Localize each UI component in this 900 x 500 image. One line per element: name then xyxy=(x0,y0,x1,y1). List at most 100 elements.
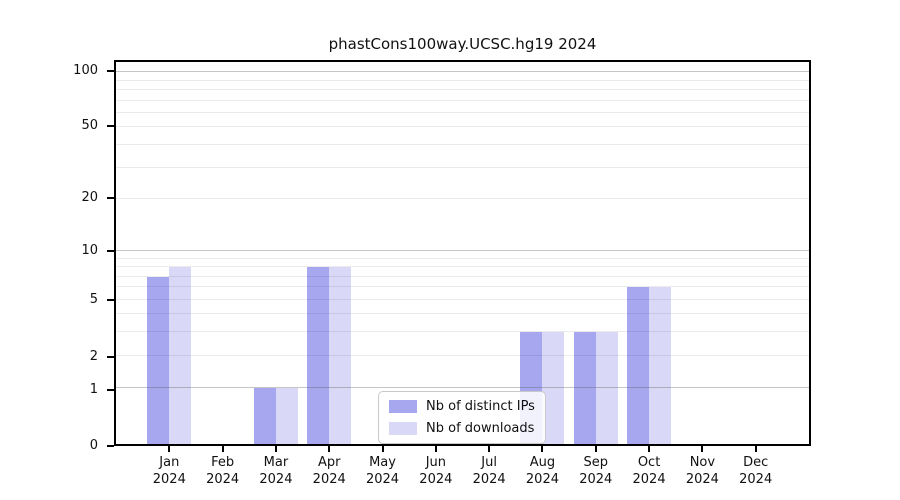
x-axis: Jan 2024 Feb 2024 Mar 2024 Apr 2024 May 2024 Jun 20… xyxy=(116,446,809,500)
x-tick-month-oct: Oct xyxy=(637,455,661,470)
x-tick-label-nov: Nov 2024 xyxy=(660,454,744,488)
x-tick-month-apr: Apr xyxy=(317,455,341,470)
y-tick-label-5: 5 xyxy=(89,292,98,308)
gridline-y-50 xyxy=(116,126,809,128)
x-tick-month-nov: Nov xyxy=(689,455,716,470)
gridline-y-1 xyxy=(116,387,809,389)
y-tick-mark-2 xyxy=(107,355,114,358)
x-tick-year-dec: 2024 xyxy=(739,472,773,487)
x-tick-mark-jan xyxy=(168,446,171,452)
x-tick-mark-jul xyxy=(488,446,491,452)
x-tick-mark-apr xyxy=(328,446,331,452)
x-tick-month-may: May xyxy=(369,455,396,470)
y-tick-label-100: 100 xyxy=(73,62,98,78)
y-tick-label-10: 10 xyxy=(81,242,98,258)
gridline-y-20 xyxy=(116,197,809,199)
x-tick-month-mar: Mar xyxy=(263,455,289,470)
x-tick-label-aug: Aug 2024 xyxy=(500,454,584,488)
x-tick-label-jun: Jun 2024 xyxy=(394,454,478,488)
x-tick-label-may: May 2024 xyxy=(341,454,425,488)
legend-swatch-downloads-icon xyxy=(389,422,417,435)
gridline-y-80 xyxy=(116,89,809,91)
x-tick-year-jan: 2024 xyxy=(152,472,186,487)
bar-ips-oct xyxy=(627,287,650,444)
gridline-y-8 xyxy=(116,266,809,268)
x-tick-label-apr: Apr 2024 xyxy=(287,454,371,488)
gridline-y-100 xyxy=(116,71,809,73)
plot-canvas xyxy=(116,62,809,444)
x-tick-year-sep: 2024 xyxy=(579,472,613,487)
bar-downloads-aug xyxy=(542,332,565,444)
x-tick-year-aug: 2024 xyxy=(525,472,559,487)
x-tick-year-nov: 2024 xyxy=(685,472,719,487)
gridline-y-70 xyxy=(116,99,809,101)
legend-label-distinct-ips: Nb of distinct IPs xyxy=(426,399,535,414)
x-tick-label-sep: Sep 2024 xyxy=(554,454,638,488)
x-tick-month-sep: Sep xyxy=(583,455,609,470)
gridline-y-90 xyxy=(116,79,809,81)
legend-item-distinct-ips: Nb of distinct IPs xyxy=(389,399,535,414)
gridline-y-7 xyxy=(116,275,809,277)
x-tick-month-jan: Jan xyxy=(159,455,180,470)
y-tick-mark-0 xyxy=(107,445,114,447)
x-tick-month-aug: Aug xyxy=(529,455,556,470)
x-tick-mark-feb xyxy=(221,446,224,452)
legend: Nb of distinct IPs Nb of downloads xyxy=(378,391,546,444)
x-tick-label-jan: Jan 2024 xyxy=(127,454,211,488)
bar-downloads-apr xyxy=(329,267,352,444)
x-tick-label-mar: Mar 2024 xyxy=(234,454,318,488)
y-tick-label-50: 50 xyxy=(81,118,98,134)
y-tick-mark-1 xyxy=(107,388,114,391)
x-tick-year-may: 2024 xyxy=(365,472,400,487)
bar-downloads-oct xyxy=(649,287,672,444)
x-tick-mark-jun xyxy=(434,446,437,452)
chart-title: phastCons100way.UCSC.hg19 2024 xyxy=(328,35,597,53)
x-tick-year-jun: 2024 xyxy=(419,472,453,487)
x-tick-mark-sep xyxy=(594,446,597,452)
gridline-y-3 xyxy=(116,331,809,333)
legend-label-downloads: Nb of downloads xyxy=(426,421,535,436)
x-tick-month-jul: Jul xyxy=(481,455,497,470)
y-tick-mark-10 xyxy=(107,249,114,252)
x-tick-year-apr: 2024 xyxy=(312,472,346,487)
x-tick-mark-oct xyxy=(648,446,651,452)
gridline-y-40 xyxy=(116,144,809,146)
legend-swatch-distinct-ips-icon xyxy=(389,400,417,413)
x-tick-year-jul: 2024 xyxy=(472,472,506,487)
plot-area: Nb of distinct IPs Nb of downloads xyxy=(114,60,811,446)
x-tick-label-jul: Jul 2024 xyxy=(447,454,531,488)
x-tick-year-feb: 2024 xyxy=(206,472,240,487)
x-tick-mark-may xyxy=(381,446,384,452)
gridline-y-6 xyxy=(116,286,809,288)
x-tick-month-dec: Dec xyxy=(743,455,769,470)
x-tick-mark-dec xyxy=(754,446,757,452)
y-tick-label-20: 20 xyxy=(81,190,98,206)
gridline-y-10 xyxy=(116,249,809,251)
bar-downloads-jan xyxy=(169,267,192,444)
x-tick-mark-nov xyxy=(701,446,704,452)
gridline-y-2 xyxy=(116,354,809,356)
x-tick-mark-aug xyxy=(541,446,544,452)
bar-downloads-mar xyxy=(275,388,298,444)
gridline-y-9 xyxy=(116,257,809,259)
legend-item-downloads: Nb of downloads xyxy=(389,421,535,436)
x-tick-mark-mar xyxy=(274,446,277,452)
bar-ips-jan xyxy=(147,276,170,444)
x-tick-label-dec: Dec 2024 xyxy=(714,454,798,488)
x-tick-month-feb: Feb xyxy=(211,455,235,470)
y-tick-label-2: 2 xyxy=(89,348,98,364)
y-tick-label-0: 0 xyxy=(89,438,98,453)
bar-downloads-sep xyxy=(595,332,618,444)
gridline-y-60 xyxy=(116,112,809,114)
y-tick-label-1: 1 xyxy=(89,381,98,397)
x-tick-label-oct: Oct 2024 xyxy=(607,454,691,488)
x-tick-month-jun: Jun xyxy=(425,455,446,470)
gridline-y-5 xyxy=(116,298,809,300)
bar-ips-mar xyxy=(253,388,276,444)
x-tick-year-mar: 2024 xyxy=(259,472,293,487)
gridline-y-30 xyxy=(116,166,809,168)
y-tick-mark-100 xyxy=(107,69,114,72)
y-tick-mark-20 xyxy=(107,197,114,200)
y-tick-mark-5 xyxy=(107,299,114,302)
